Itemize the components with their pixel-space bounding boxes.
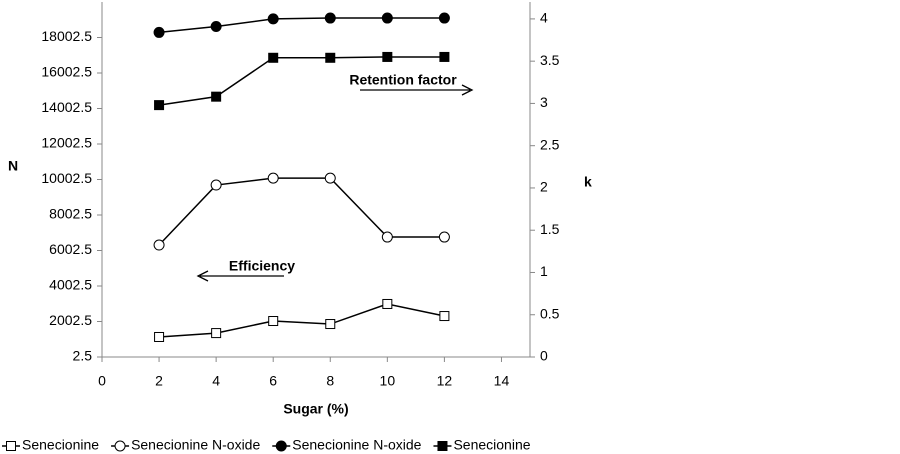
y-tick-label: 2.5 (73, 348, 93, 364)
series-line (158, 17, 445, 34)
arrow (196, 270, 284, 282)
y-axis-label: N (8, 158, 18, 174)
marker (153, 26, 165, 38)
y2-tick-label: 2.5 (540, 136, 560, 152)
y2-tick-label: 1 (540, 263, 548, 279)
marker (211, 328, 222, 339)
x-tick-label: 6 (269, 373, 277, 389)
legend-marker (114, 440, 126, 452)
arrow (360, 84, 474, 96)
y2-tick-label: 3.5 (540, 52, 560, 68)
marker (267, 13, 279, 25)
legend-label: Senecionine N-oxide (131, 437, 260, 453)
marker (268, 52, 279, 63)
x-tick-label: 10 (380, 373, 396, 389)
series-line (158, 56, 445, 106)
marker (382, 298, 393, 309)
y2-axis-label: k (584, 174, 592, 190)
y2-tick-label: 0.5 (540, 305, 560, 321)
marker (210, 21, 222, 33)
y-tick-label: 10002.5 (41, 170, 92, 186)
marker (439, 311, 450, 322)
series-line (158, 177, 445, 246)
y-tick-label: 2002.5 (49, 312, 92, 328)
y-tick-label: 6002.5 (49, 241, 92, 257)
series-line (159, 303, 445, 338)
annotation: Retention factor (349, 72, 457, 88)
x-axis-label: Sugar (%) (283, 401, 348, 417)
x-tick-label: 4 (212, 373, 220, 389)
x-tick-label: 8 (326, 373, 334, 389)
y-tick-label: 12002.5 (41, 135, 92, 151)
x-tick-label: 0 (98, 373, 106, 389)
marker (267, 172, 279, 184)
legend-label: Senecionine (22, 437, 99, 453)
y2-tick-label: 0 (540, 348, 548, 364)
annotation: Efficiency (229, 258, 295, 274)
marker (325, 52, 336, 63)
marker (381, 12, 393, 24)
x-tick-label: 12 (437, 373, 453, 389)
marker (381, 231, 393, 243)
y2-tick-label: 4 (540, 10, 548, 26)
legend-marker (437, 441, 448, 451)
legend-label: Senecionine N-oxide (292, 437, 421, 453)
x-tick-label: 14 (494, 373, 510, 389)
legend-marker (275, 440, 287, 452)
x-tick-label: 2 (155, 373, 163, 389)
legend-marker (6, 441, 16, 451)
marker (210, 179, 222, 191)
marker (324, 12, 336, 24)
marker (439, 51, 450, 62)
marker (382, 51, 393, 62)
marker (438, 231, 450, 243)
legend-label: Senecionine (453, 437, 530, 453)
y-tick-label: 14002.5 (41, 99, 92, 115)
marker (324, 172, 336, 184)
marker (154, 331, 165, 342)
y-tick-label: 4002.5 (49, 277, 92, 293)
y2-tick-label: 1.5 (540, 221, 560, 237)
marker (153, 239, 165, 251)
marker (211, 91, 222, 102)
marker (438, 12, 450, 24)
y2-tick-label: 3 (540, 94, 548, 110)
y-tick-label: 18002.5 (41, 28, 92, 44)
y-tick-label: 8002.5 (49, 206, 92, 222)
marker (268, 316, 279, 327)
y2-tick-label: 2 (540, 179, 548, 195)
marker (325, 319, 336, 330)
y-tick-label: 16002.5 (41, 64, 92, 80)
marker (154, 100, 165, 111)
